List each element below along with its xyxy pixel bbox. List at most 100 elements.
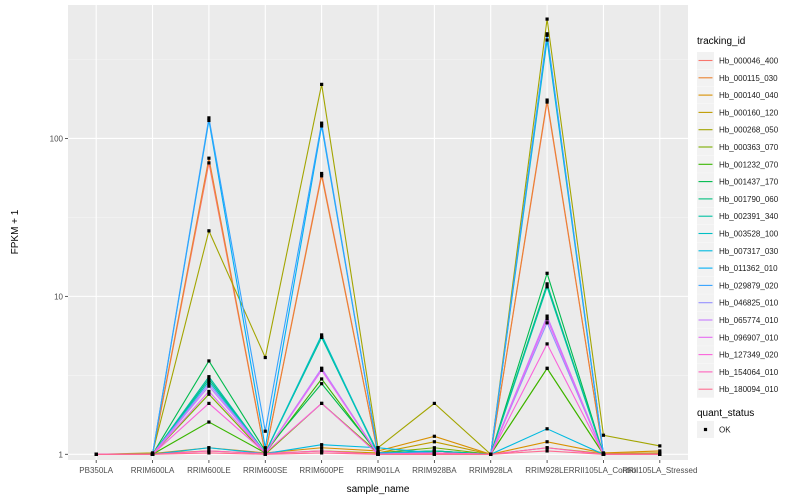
data-point	[545, 17, 549, 21]
data-point	[545, 32, 549, 36]
data-point	[432, 446, 436, 450]
data-point	[658, 444, 662, 448]
data-point	[207, 161, 211, 165]
data-point	[263, 449, 267, 453]
legend: tracking_id Hb_000046_400Hb_000115_030Hb…	[697, 36, 779, 438]
x-tick-label: RRIM600LE	[187, 466, 231, 475]
data-point	[207, 384, 211, 388]
x-axis-title: sample_name	[347, 484, 410, 495]
data-point	[320, 333, 324, 337]
data-point	[207, 377, 211, 381]
data-point	[320, 446, 324, 450]
data-point	[320, 443, 324, 447]
data-point	[545, 38, 549, 42]
data-point	[432, 440, 436, 444]
legend-label: Hb_000268_050	[719, 126, 779, 135]
data-point	[320, 124, 324, 128]
legend-label: Hb_000115_030	[719, 74, 778, 83]
data-point	[432, 401, 436, 405]
data-point	[545, 446, 549, 450]
legend-label: Hb_096907_010	[719, 333, 779, 342]
data-point	[545, 440, 549, 444]
y-tick-label: 100	[50, 134, 64, 143]
y-axis-title: FPKM + 1	[10, 209, 21, 254]
data-point	[207, 156, 211, 160]
data-point	[545, 314, 549, 318]
data-point	[545, 100, 549, 104]
data-point	[207, 401, 211, 405]
data-point	[207, 389, 211, 394]
data-point	[601, 452, 606, 456]
data-point	[207, 382, 211, 386]
data-point	[376, 446, 380, 450]
shape-legend-marker	[703, 427, 708, 432]
data-point	[263, 446, 267, 450]
data-point	[207, 420, 211, 424]
y-axis: 1 10 100	[50, 134, 68, 459]
data-point	[545, 366, 549, 370]
legend-label: Hb_002391_340	[719, 212, 779, 221]
x-tick-label: PB350LA	[79, 466, 113, 475]
series-points	[94, 17, 662, 456]
x-tick-label: RRIM600PE	[299, 466, 343, 475]
data-point	[150, 452, 155, 456]
shape-legend: OK	[697, 421, 731, 438]
data-point	[207, 449, 211, 453]
data-point	[545, 321, 549, 325]
data-point	[376, 449, 380, 453]
legend-label: Hb_003528_100	[719, 230, 779, 239]
data-point	[207, 229, 211, 233]
x-tick-label: RRIM600SE	[243, 466, 287, 475]
data-point	[207, 118, 211, 123]
data-point	[432, 452, 436, 456]
legend-label: Hb_007317_030	[719, 247, 779, 256]
legend-label: Hb_000140_040	[719, 91, 779, 100]
legend-title: tracking_id	[697, 36, 745, 47]
data-point	[320, 449, 324, 453]
data-point	[320, 82, 324, 86]
legend-label: Hb_046825_010	[719, 299, 779, 308]
legend-label: Hb_180094_010	[719, 385, 779, 394]
data-point	[658, 452, 662, 456]
shape-legend-label: OK	[719, 426, 731, 435]
legend-label: Hb_127349_020	[719, 351, 779, 360]
data-point	[207, 359, 211, 363]
data-point	[545, 342, 549, 346]
data-point	[545, 271, 549, 275]
shape-legend-title: quant_status	[697, 408, 754, 419]
data-point	[263, 355, 267, 360]
data-point	[545, 449, 549, 453]
legend-label: Hb_154064_010	[719, 368, 779, 377]
legend-label: Hb_011362_010	[719, 264, 778, 273]
x-tick-label: RRII105LA_Stressed	[622, 466, 697, 475]
data-point	[207, 375, 211, 379]
x-tick-label: RRIM928LE	[525, 466, 569, 475]
y-tick-label: 10	[54, 292, 63, 301]
x-tick-label: RRIM928LA	[469, 466, 513, 475]
data-point	[320, 171, 324, 176]
data-point	[207, 451, 211, 455]
data-point	[320, 366, 324, 370]
data-point	[320, 382, 324, 386]
legend-items: Hb_000046_400 Hb_000115_030 Hb_000140_040 H…	[697, 52, 779, 398]
legend-label: Hb_000046_400	[719, 57, 779, 66]
data-point	[545, 98, 549, 102]
data-point	[376, 452, 380, 456]
x-tick-label: RRIM928BA	[412, 466, 457, 475]
data-point	[545, 282, 549, 286]
x-tick-label: RRII105LA_Control	[569, 466, 639, 475]
legend-label: Hb_000160_120	[719, 108, 779, 117]
data-point	[489, 452, 493, 456]
legend-label: Hb_001232_070	[719, 160, 779, 169]
x-tick-label: RRIM600LA	[131, 466, 175, 475]
data-point	[320, 368, 324, 372]
data-point	[320, 401, 324, 405]
legend-label: Hb_065774_010	[719, 316, 779, 325]
data-point	[545, 317, 549, 321]
data-point	[207, 379, 211, 383]
data-point	[320, 335, 324, 339]
data-point	[320, 174, 324, 178]
legend-label: Hb_001790_060	[719, 195, 779, 204]
data-point	[207, 116, 211, 120]
legend-label: Hb_000363_070	[719, 143, 779, 152]
